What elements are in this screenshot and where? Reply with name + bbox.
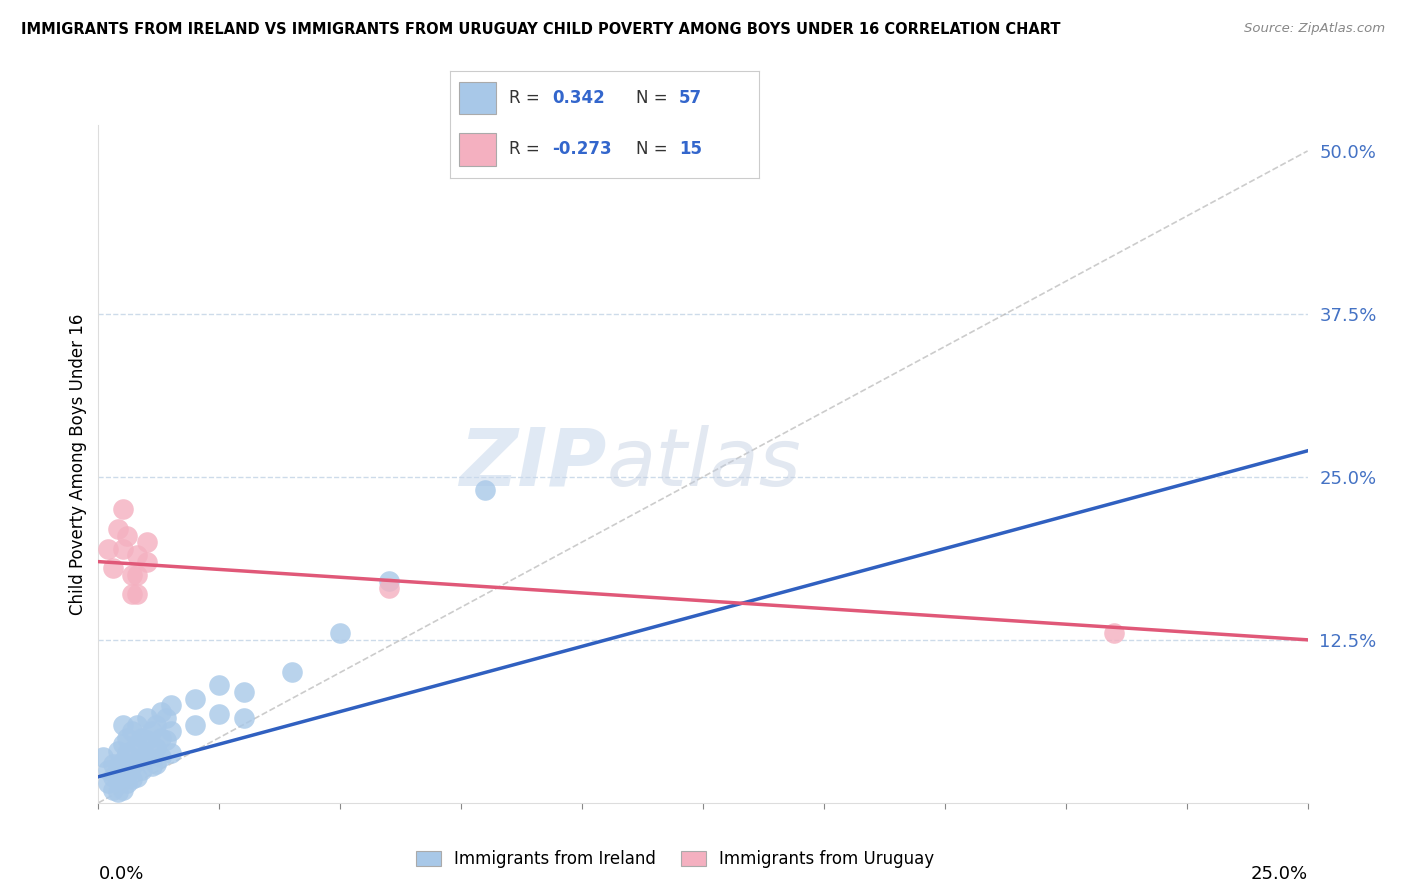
Point [107, 772, 129, 787]
Point [101, 770, 124, 784]
Y-axis label: Child Poverty Among Boys Under 16: Child Poverty Among Boys Under 16 [69, 313, 87, 615]
Point [131, 731, 153, 745]
Point [97, 776, 120, 790]
Point [150, 731, 173, 745]
Point [111, 782, 134, 797]
Point [184, 717, 207, 731]
Text: 0.0%: 0.0% [98, 865, 143, 883]
Point [1102, 626, 1125, 640]
Point [145, 756, 167, 771]
Point [127, 737, 149, 751]
Point [117, 528, 139, 542]
Point [135, 733, 157, 747]
Point [141, 744, 163, 758]
Point [208, 707, 231, 722]
Point [111, 737, 134, 751]
Point [184, 691, 207, 706]
Point [160, 746, 183, 760]
Text: R =: R = [509, 141, 540, 159]
Point [145, 717, 167, 731]
Text: 57: 57 [679, 89, 702, 107]
Bar [460, 82, 496, 114]
Point [111, 770, 134, 784]
Point [377, 581, 399, 595]
Point [155, 733, 177, 747]
Point [208, 678, 231, 692]
Point [121, 567, 143, 582]
Text: 0.342: 0.342 [553, 89, 605, 107]
Point [121, 587, 143, 601]
Point [131, 763, 153, 777]
Text: 25.0%: 25.0% [1250, 865, 1308, 883]
Point [127, 754, 149, 768]
Point [101, 782, 124, 797]
Point [91, 750, 114, 764]
Point [117, 763, 139, 777]
Point [121, 724, 143, 739]
Point [135, 555, 157, 569]
Text: 15: 15 [679, 141, 702, 159]
Legend: Immigrants from Ireland, Immigrants from Uruguay: Immigrants from Ireland, Immigrants from… [409, 844, 941, 875]
Point [97, 763, 120, 777]
Point [232, 685, 254, 699]
Point [141, 724, 163, 739]
Point [141, 759, 163, 773]
Point [145, 741, 167, 756]
Text: Source: ZipAtlas.com: Source: ZipAtlas.com [1244, 22, 1385, 36]
Point [97, 541, 120, 556]
Text: -0.273: -0.273 [553, 141, 612, 159]
Point [121, 759, 143, 773]
Text: atlas: atlas [606, 425, 801, 503]
Point [135, 535, 157, 549]
Point [111, 541, 134, 556]
Point [150, 705, 173, 719]
Point [281, 665, 304, 680]
Point [160, 698, 183, 712]
Point [127, 587, 149, 601]
Point [232, 711, 254, 725]
Point [101, 561, 124, 575]
Point [121, 744, 143, 758]
Point [101, 756, 124, 771]
Point [135, 711, 157, 725]
Text: N =: N = [636, 89, 666, 107]
Point [117, 776, 139, 790]
Bar [460, 134, 496, 166]
Point [111, 717, 134, 731]
Text: IMMIGRANTS FROM IRELAND VS IMMIGRANTS FROM URUGUAY CHILD POVERTY AMONG BOYS UNDE: IMMIGRANTS FROM IRELAND VS IMMIGRANTS FR… [21, 22, 1060, 37]
Point [117, 746, 139, 760]
Point [160, 724, 183, 739]
Point [131, 750, 153, 764]
Point [107, 759, 129, 773]
Point [135, 750, 157, 764]
Text: R =: R = [509, 89, 540, 107]
Point [127, 770, 149, 784]
Point [111, 754, 134, 768]
Point [377, 574, 399, 589]
Point [155, 711, 177, 725]
Point [329, 626, 352, 640]
Point [127, 567, 149, 582]
Point [111, 502, 134, 516]
Point [127, 717, 149, 731]
Text: N =: N = [636, 141, 666, 159]
Point [127, 548, 149, 562]
Text: ZIP: ZIP [458, 425, 606, 503]
Point [150, 750, 173, 764]
Point [107, 522, 129, 536]
Point [117, 731, 139, 745]
Point [107, 785, 129, 799]
Point [474, 483, 496, 497]
Point [107, 744, 129, 758]
Point [121, 772, 143, 787]
